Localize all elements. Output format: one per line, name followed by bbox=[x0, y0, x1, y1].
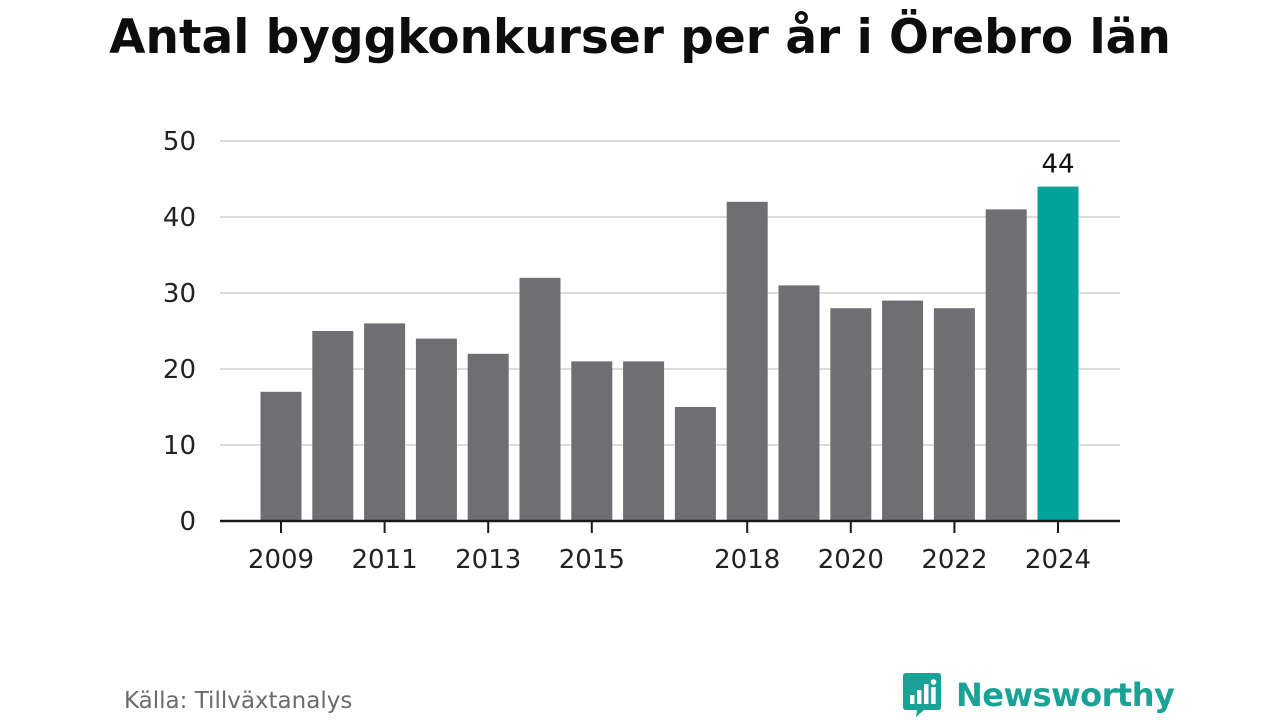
bar-2019 bbox=[778, 285, 820, 521]
bar-2013 bbox=[467, 353, 509, 521]
bar-2020 bbox=[830, 308, 872, 521]
x-axis-tick-labels: 2009 2011 2013 2015 2018 2020 2022 2024 bbox=[248, 545, 1091, 575]
newsworthy-logo-icon bbox=[903, 673, 941, 717]
y-axis-tick-labels: 0 10 20 30 40 50 bbox=[163, 127, 196, 537]
bar-2023 bbox=[985, 209, 1027, 521]
y-tick-label: 50 bbox=[163, 127, 196, 157]
bar-2012 bbox=[415, 338, 457, 521]
y-tick-label: 30 bbox=[163, 279, 196, 309]
bars bbox=[260, 186, 1079, 522]
y-tick-label: 40 bbox=[163, 203, 196, 233]
chart-title: Antal byggkonkurser per år i Örebro län bbox=[109, 10, 1171, 65]
bar-2024 bbox=[1037, 186, 1079, 521]
bar-2011 bbox=[364, 323, 406, 521]
brand-name: Newsworthy bbox=[956, 676, 1175, 714]
bar-2015 bbox=[571, 361, 613, 521]
x-tick-label: 2013 bbox=[455, 545, 521, 575]
x-tick-label: 2020 bbox=[818, 545, 884, 575]
bar-2009 bbox=[260, 391, 302, 521]
bar-2018 bbox=[726, 201, 768, 522]
x-tick-label: 2009 bbox=[248, 545, 314, 575]
bar-2010 bbox=[312, 331, 354, 521]
bar-2016 bbox=[623, 361, 665, 521]
gridlines bbox=[220, 140, 1120, 446]
x-tick-label: 2024 bbox=[1025, 545, 1091, 575]
y-tick-label: 10 bbox=[163, 431, 196, 461]
bar-2014 bbox=[519, 277, 561, 521]
bar-2017 bbox=[674, 407, 716, 521]
bar-2021 bbox=[882, 300, 924, 521]
newsworthy-brand[interactable]: Newsworthy bbox=[902, 670, 1175, 720]
y-tick-label: 0 bbox=[179, 507, 196, 537]
x-axis bbox=[220, 519, 1120, 533]
data-label: 44 bbox=[1041, 150, 1074, 180]
x-tick-label: 2011 bbox=[352, 545, 418, 575]
source-note: Källa: Tillväxtanalys bbox=[124, 688, 353, 714]
x-tick-label: 2015 bbox=[559, 545, 625, 575]
x-tick-label: 2022 bbox=[921, 545, 987, 575]
x-tick-label: 2018 bbox=[714, 545, 780, 575]
bar-chart: 0 10 20 30 40 50 2009 2011 2013 2015 2018 2020 2022… bbox=[163, 127, 1120, 575]
data-labels: 44 bbox=[1041, 150, 1074, 180]
y-tick-label: 20 bbox=[163, 355, 196, 385]
bar-2022 bbox=[933, 308, 975, 521]
